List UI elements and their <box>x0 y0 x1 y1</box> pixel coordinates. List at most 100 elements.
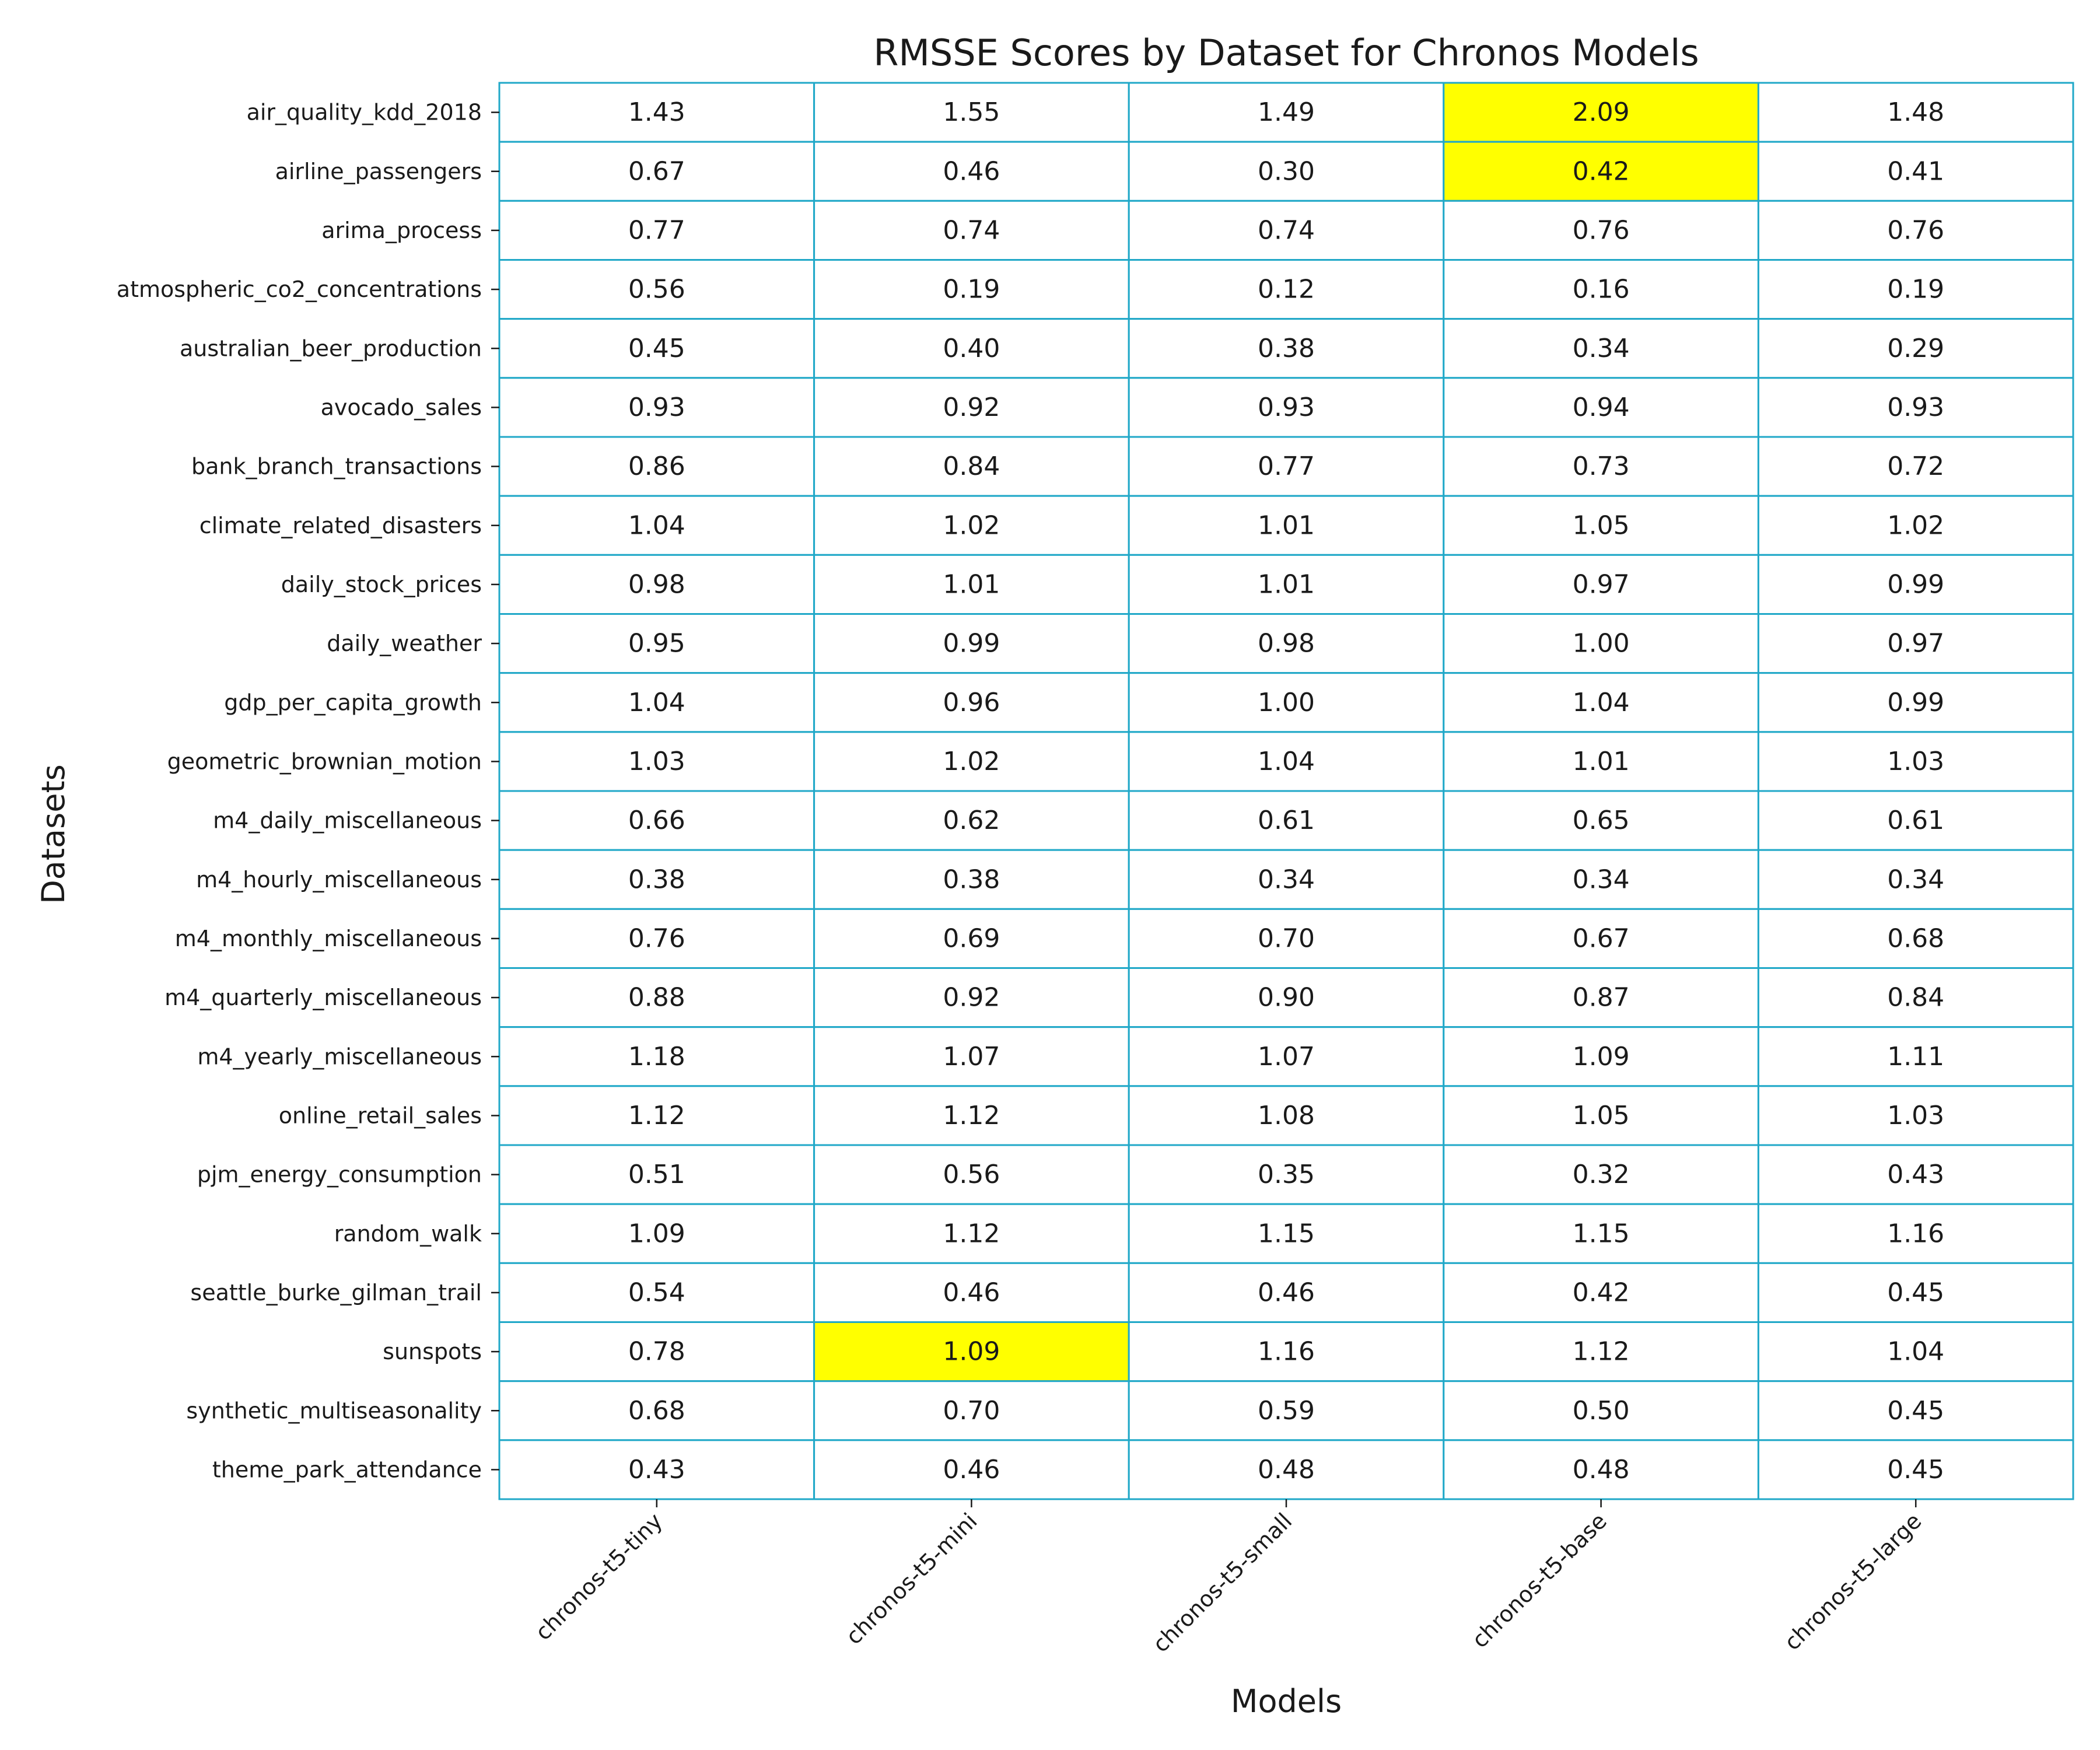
cell-value-label: 0.56 <box>943 1160 1000 1189</box>
cell-value-label: 0.48 <box>1258 1455 1315 1485</box>
cell-value-label: 0.77 <box>1258 452 1315 481</box>
y-tick-label-m4-quarterly-miscellaneous: m4_quarterly_miscellaneous <box>164 985 482 1010</box>
heatmap-cell-gdp-per-capita-growth-chronos-t5-tiny <box>498 672 816 733</box>
heatmap-cell-synthetic-multiseasonality-chronos-t5-mini <box>813 1380 1130 1441</box>
heatmap-cell-online-retail-sales-chronos-t5-mini <box>813 1085 1130 1146</box>
heatmap-cell-avocado-sales-chronos-t5-large <box>1757 377 2074 438</box>
cell-value-label: 1.04 <box>1258 747 1315 776</box>
heatmap-cell-air-quality-kdd-2018-chronos-t5-tiny <box>498 82 816 143</box>
cell-value-label: 0.46 <box>943 1455 1000 1485</box>
cell-value-label: 1.12 <box>628 1101 685 1130</box>
heatmap-cell-m4-hourly-miscellaneous-chronos-t5-small <box>1128 849 1445 910</box>
heatmap-cell-m4-yearly-miscellaneous-chronos-t5-large <box>1757 1026 2074 1087</box>
heatmap-cell-online-retail-sales-chronos-t5-base <box>1443 1085 1759 1146</box>
cell-value-label: 0.93 <box>628 393 685 422</box>
heatmap-cell-random-walk-chronos-t5-small <box>1128 1203 1445 1264</box>
heatmap-cell-climate-related-disasters-chronos-t5-base <box>1443 495 1759 556</box>
cell-value-label: 0.67 <box>1573 923 1630 953</box>
y-tick-label-gdp-per-capita-growth: gdp_per_capita_growth <box>224 690 482 715</box>
cell-value-label: 0.61 <box>1258 806 1315 835</box>
cell-value-label: 0.62 <box>943 806 1000 835</box>
cell-value-label: 0.16 <box>1573 275 1630 304</box>
heatmap-cell-seattle-burke-gilman-trail-chronos-t5-base <box>1443 1262 1759 1323</box>
cell-value-label: 0.86 <box>628 452 685 481</box>
y-tick-label-theme-park-attendance: theme_park_attendance <box>212 1457 482 1482</box>
heatmap-cell-m4-yearly-miscellaneous-chronos-t5-base <box>1443 1026 1759 1087</box>
cell-value-label: 0.70 <box>943 1396 1000 1426</box>
cell-value-label: 1.15 <box>1258 1219 1315 1248</box>
x-tick-label-chronos-t5-small: chronos-t5-small <box>1147 1508 1297 1657</box>
cell-value-label: 0.99 <box>1887 688 1944 718</box>
cell-value-label: 0.84 <box>1887 983 1944 1013</box>
heatmap-cell-arima-process-chronos-t5-mini <box>813 200 1130 261</box>
heatmap-cell-m4-daily-miscellaneous-chronos-t5-large <box>1757 790 2074 851</box>
cell-value-label: 0.92 <box>943 393 1000 422</box>
cell-value-label: 0.76 <box>628 923 685 953</box>
cell-value-label: 1.01 <box>1258 510 1315 540</box>
y-tick-label-synthetic-multiseasonality: synthetic_multiseasonality <box>186 1398 482 1423</box>
cell-value-label: 0.45 <box>1887 1278 1944 1307</box>
cell-value-label: 1.01 <box>943 569 1000 599</box>
cell-value-label: 1.15 <box>1573 1219 1630 1248</box>
cell-value-label: 1.01 <box>1258 569 1315 599</box>
cell-value-label: 0.50 <box>1573 1396 1630 1426</box>
cell-value-label: 0.30 <box>1258 156 1315 186</box>
cell-value-label: 0.32 <box>1573 1160 1630 1189</box>
cell-value-label: 1.00 <box>1258 688 1315 718</box>
cell-value-label: 0.93 <box>1258 393 1315 422</box>
heatmap-cell-daily-stock-prices-chronos-t5-large <box>1757 554 2074 615</box>
heatmap-cell-m4-quarterly-miscellaneous-chronos-t5-mini <box>813 967 1130 1028</box>
heatmap-cell-daily-weather-chronos-t5-small <box>1128 613 1445 674</box>
heatmap-cell-australian-beer-production-chronos-t5-small <box>1128 318 1445 379</box>
cell-value-label: 0.45 <box>1887 1455 1944 1485</box>
heatmap-cell-seattle-burke-gilman-trail-chronos-t5-large <box>1757 1262 2074 1323</box>
y-tick-label-m4-monthly-miscellaneous: m4_monthly_miscellaneous <box>175 926 482 951</box>
cell-value-label: 0.78 <box>628 1337 685 1367</box>
cell-value-label: 0.94 <box>1573 393 1630 422</box>
cell-value-label: 0.42 <box>1573 1278 1630 1307</box>
cell-value-label: 0.73 <box>1573 452 1630 481</box>
cell-value-label: 1.49 <box>1258 97 1315 127</box>
y-tick-label-arima-process: arima_process <box>321 218 482 243</box>
heatmap-cell-random-walk-chronos-t5-tiny <box>498 1203 816 1264</box>
cell-value-label: 1.05 <box>1573 1101 1630 1130</box>
heatmap-cell-random-walk-chronos-t5-large <box>1757 1203 2074 1264</box>
heatmap-cell-synthetic-multiseasonality-chronos-t5-large <box>1757 1380 2074 1441</box>
cell-value-label: 1.16 <box>1258 1337 1315 1367</box>
heatmap-cell-pjm-energy-consumption-chronos-t5-base <box>1443 1144 1759 1205</box>
y-axis-label: Datasets <box>35 764 72 904</box>
cell-value-label: 0.34 <box>1258 864 1315 894</box>
heatmap-cell-m4-monthly-miscellaneous-chronos-t5-small <box>1128 908 1445 970</box>
cell-value-label: 0.43 <box>1887 1160 1944 1189</box>
cell-value-label: 1.05 <box>1573 510 1630 540</box>
heatmap-cell-sunspots-chronos-t5-small <box>1128 1321 1445 1382</box>
heatmap-cell-online-retail-sales-chronos-t5-small <box>1128 1085 1445 1146</box>
cell-value-label: 0.34 <box>1573 864 1630 894</box>
heatmap-cell-sunspots-chronos-t5-large <box>1757 1321 2074 1382</box>
y-tick-label-geometric-brownian-motion: geometric_brownian_motion <box>167 748 482 774</box>
cell-value-label: 1.08 <box>1258 1101 1315 1130</box>
chart-title: RMSSE Scores by Dataset for Chronos Mode… <box>873 32 1699 74</box>
cell-value-label: 1.04 <box>1573 688 1630 718</box>
x-tick-label-chronos-t5-large: chronos-t5-large <box>1779 1508 1926 1655</box>
cell-value-label: 0.87 <box>1573 983 1630 1013</box>
cell-value-label: 0.38 <box>1258 334 1315 363</box>
cell-value-label: 1.04 <box>628 510 685 540</box>
heatmap-cell-daily-stock-prices-chronos-t5-small <box>1128 554 1445 615</box>
cell-value-label: 1.09 <box>943 1337 1000 1367</box>
heatmap-cell-m4-monthly-miscellaneous-chronos-t5-mini <box>813 908 1130 970</box>
cell-value-label: 1.03 <box>1887 1101 1944 1130</box>
cell-value-label: 0.99 <box>1887 569 1944 599</box>
cell-value-label: 0.70 <box>1258 923 1315 953</box>
heatmap-cell-pjm-energy-consumption-chronos-t5-tiny <box>498 1144 816 1205</box>
heatmap-cell-seattle-burke-gilman-trail-chronos-t5-mini <box>813 1262 1130 1323</box>
heatmap-cell-theme-park-attendance-chronos-t5-small <box>1128 1439 1445 1500</box>
cell-value-label: 0.35 <box>1258 1160 1315 1189</box>
heatmap-cell-arima-process-chronos-t5-base <box>1443 200 1759 261</box>
cell-value-label: 0.40 <box>943 334 1000 363</box>
cell-value-label: 1.12 <box>1573 1337 1630 1367</box>
cell-value-label: 0.45 <box>1887 1396 1944 1426</box>
cell-value-label: 1.04 <box>628 688 685 718</box>
heatmap-cell-daily-stock-prices-chronos-t5-mini <box>813 554 1130 615</box>
